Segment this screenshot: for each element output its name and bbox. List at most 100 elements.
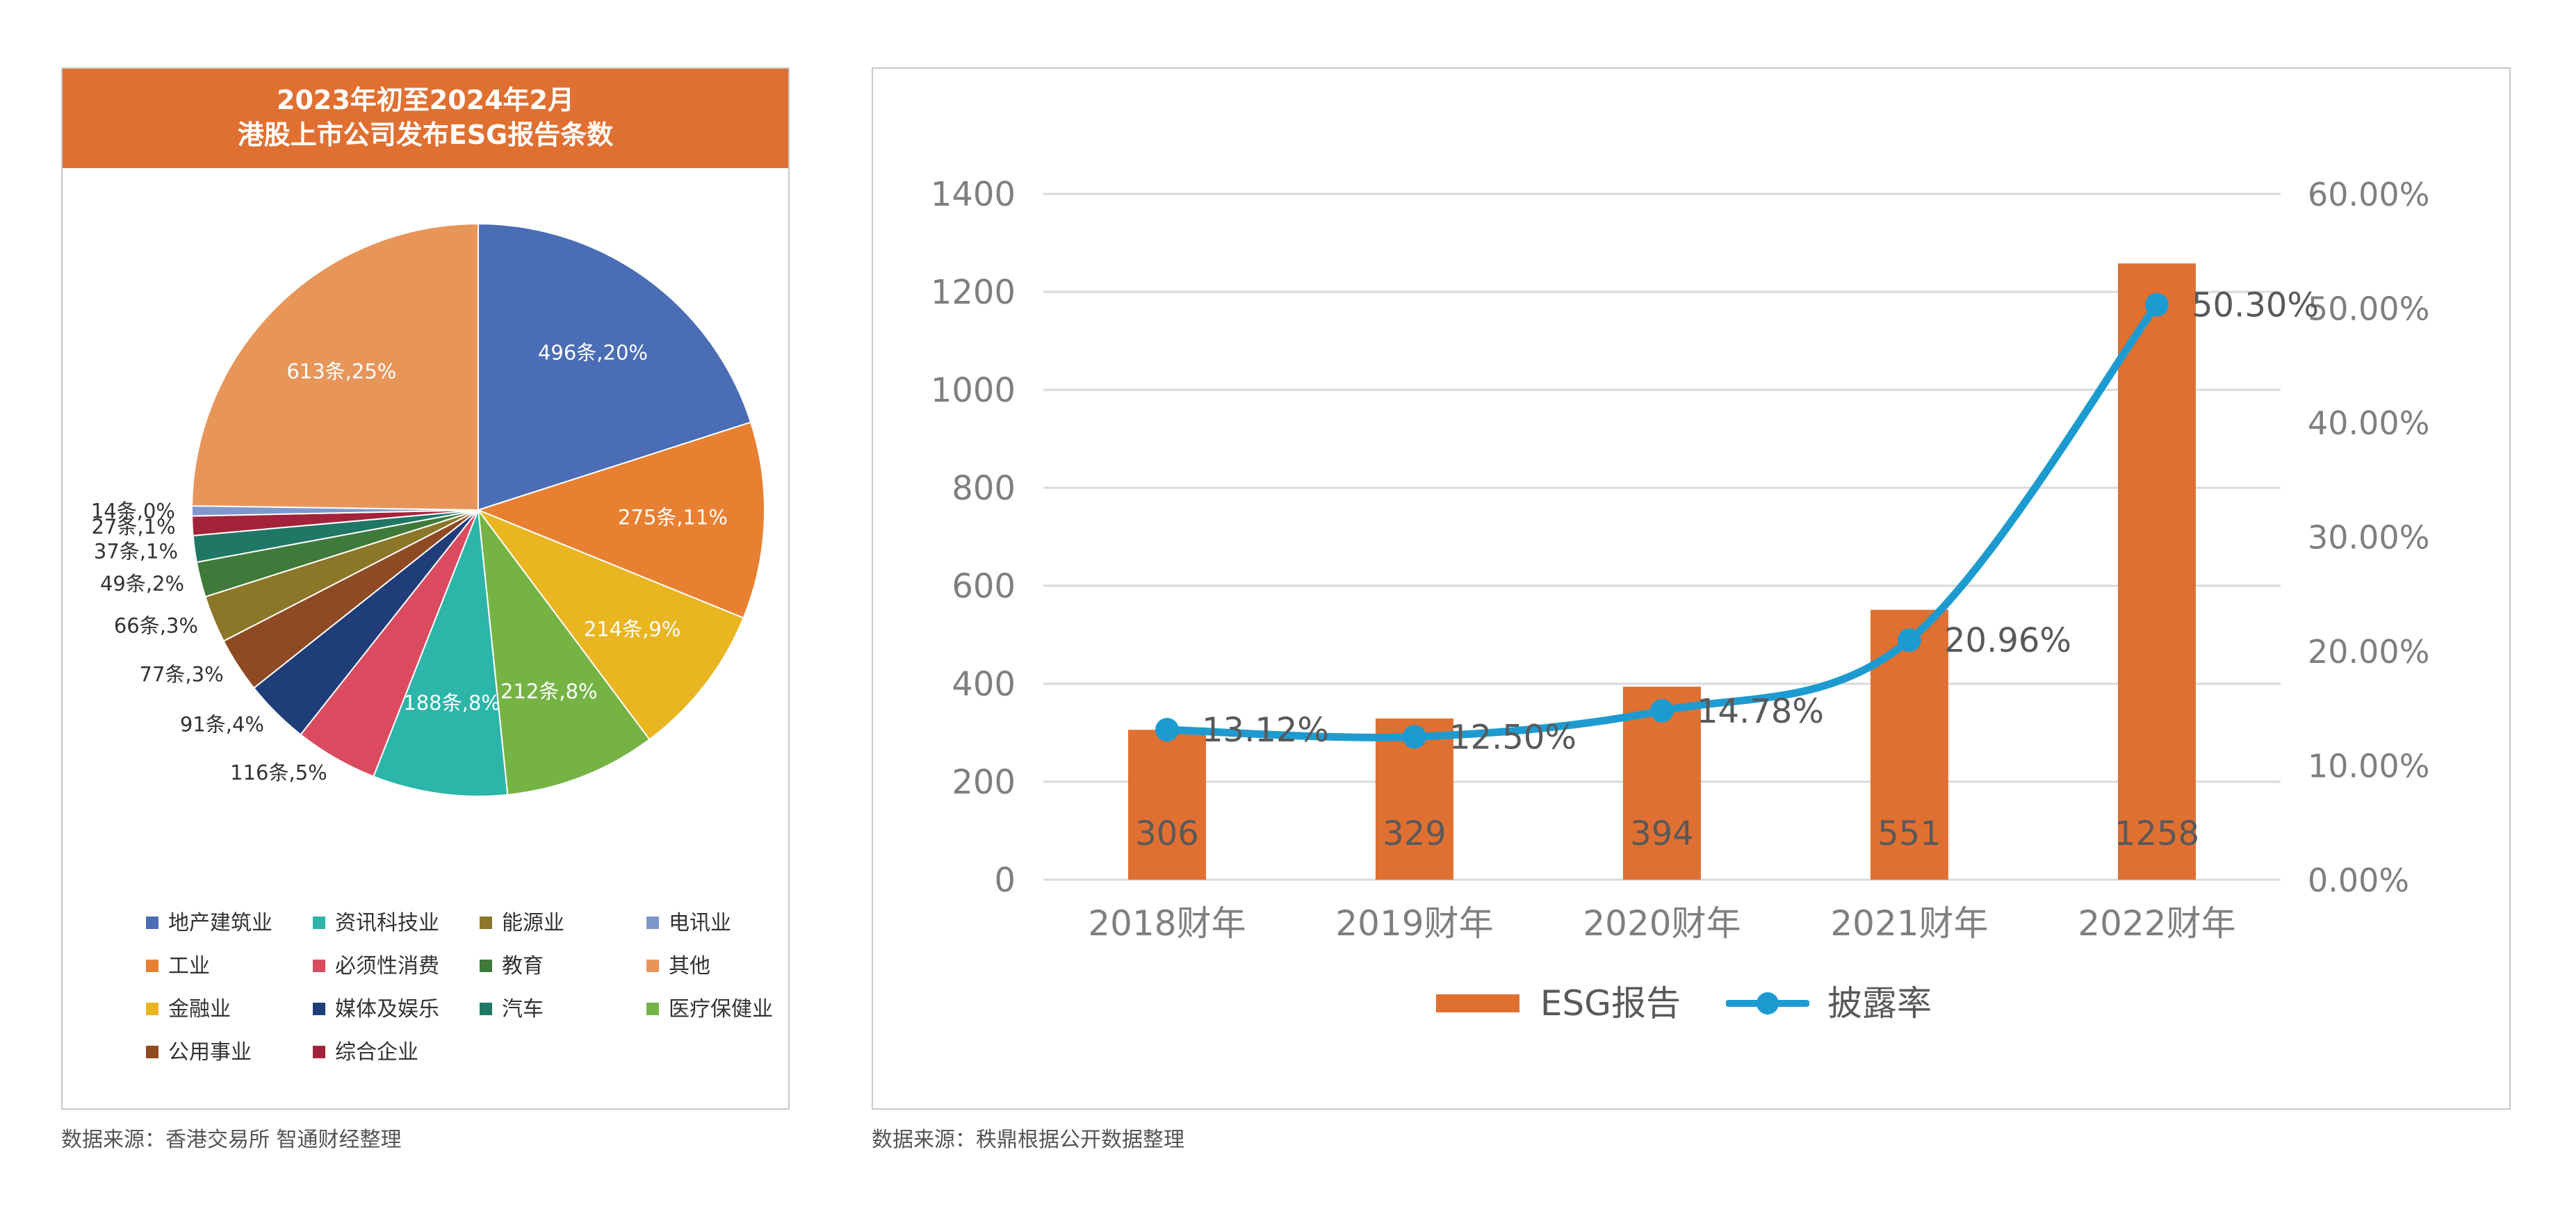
pie-chart-title: 2023年初至2024年2月 港股上市公司发布ESG报告条数	[63, 69, 788, 168]
legend-label: 公用事业	[168, 1040, 252, 1065]
combo-chart: 0 200 400 600 800 1000 1200 1400 0.00% 10.00% 20.0…	[931, 175, 2430, 944]
legend-label: 媒体及娱乐	[335, 997, 439, 1021]
pie-slice-label: 275条,11%	[618, 505, 728, 529]
pie-title-line1: 2023年初至2024年2月	[277, 85, 574, 115]
legend-swatch	[313, 1045, 325, 1058]
pie-chart-panel: 496条,20% 275条,11% 214条,9% 212条,8% 188条,8% 116…	[61, 67, 790, 1110]
legend-item: 公用事业	[146, 1039, 252, 1067]
y-right-tick-label: 60.00%	[2308, 176, 2429, 213]
legend-label: 能源业	[502, 911, 564, 935]
legend-bar-series: ESG报告	[1436, 976, 1681, 1026]
bar-value-label: 329	[1383, 814, 1446, 853]
legend-item: 教育	[480, 953, 544, 980]
legend-swatch	[146, 1045, 158, 1058]
legend-item: 能源业	[480, 910, 564, 937]
pie-slice-label: 14条,0%	[91, 499, 175, 523]
x-tick-label: 2019财年	[1335, 903, 1493, 944]
legend-swatch	[646, 959, 659, 972]
rate-point	[1898, 628, 1921, 652]
rate-value-label: 13.12%	[1202, 711, 1329, 750]
rate-value-label: 14.78%	[1697, 692, 1824, 731]
pie-slice	[476, 508, 744, 741]
legend-label: 资讯科技业	[335, 911, 439, 935]
y-right-tick-label: 20.00%	[2308, 633, 2429, 671]
legend-item: 媒体及娱乐	[313, 996, 439, 1024]
bar-value-label: 551	[1877, 814, 1941, 853]
legend-item: 地产建筑业	[146, 910, 272, 937]
y-left-tick-label: 800	[952, 469, 1016, 508]
legend-bar-label: ESG报告	[1540, 983, 1681, 1024]
y-left-tick-label: 200	[952, 763, 1016, 802]
bar	[2118, 263, 2196, 880]
legend-swatch	[313, 1002, 325, 1015]
legend-item: 电讯业	[646, 910, 731, 937]
legend-label: 地产建筑业	[168, 911, 272, 935]
pie-slice-label: 116条,5%	[230, 761, 327, 784]
legend-swatch	[480, 959, 492, 972]
legend-swatch	[146, 959, 158, 972]
pie-slice-label: 212条,8%	[500, 680, 598, 703]
legend-label: 其他	[669, 954, 710, 978]
pie-slice	[477, 507, 651, 796]
legend-item: 医疗保健业	[646, 996, 773, 1024]
y-left-tick-label: 600	[952, 567, 1016, 606]
pie-slice-label: 49条,2%	[100, 572, 184, 595]
pie-source-note: 数据来源：香港交易所 智通财经整理	[61, 1128, 402, 1152]
pie-slice-label: 66条,3%	[114, 614, 198, 637]
pie-slice-label: 77条,3%	[140, 662, 224, 686]
rate-point	[1155, 718, 1179, 742]
pie-slice-label: 27条,1%	[92, 515, 176, 539]
x-tick-label: 2020财年	[1583, 903, 1741, 944]
legend-swatch	[313, 916, 325, 929]
legend-swatch	[146, 1002, 158, 1015]
pie-slice-label: 37条,1%	[94, 539, 178, 563]
legend-swatch	[480, 1002, 492, 1015]
rate-value-label: 50.30%	[2192, 286, 2319, 325]
y-right-tick-label: 40.00%	[2308, 404, 2429, 442]
bar-value-label: 394	[1630, 814, 1694, 853]
bar-value-label: 306	[1135, 814, 1199, 853]
legend-line-label: 披露率	[1827, 983, 1932, 1024]
pie-chart: 496条,20% 275条,11% 214条,9% 212条,8%188条,8% 116…	[91, 222, 765, 797]
pie-slice-label: 214条,9%	[584, 617, 681, 641]
rate-point	[2145, 293, 2169, 317]
y-right-tick-label: 30.00%	[2308, 519, 2429, 557]
legend-item: 金融业	[146, 996, 231, 1024]
legend-item: 其他	[646, 953, 710, 980]
y-left-tick-label: 1200	[931, 273, 1016, 312]
legend-label: 综合企业	[335, 1040, 418, 1065]
legend-label: 教育	[502, 954, 544, 978]
legend-swatch	[313, 959, 325, 972]
pie-slice	[478, 222, 752, 511]
legend-label: 汽车	[502, 997, 544, 1021]
y-right-tick-label: 10.00%	[2308, 748, 2429, 785]
y-left-tick-label: 0	[994, 861, 1016, 900]
legend-item: 工业	[146, 953, 210, 980]
rate-line	[1163, 301, 2161, 741]
legend-swatch	[646, 916, 659, 929]
legend-swatch	[480, 916, 492, 929]
rate-value-label: 12.50%	[1449, 718, 1576, 757]
legend-line-series: 披露率	[1726, 976, 1932, 1026]
legend-item: 必须性消费	[313, 953, 439, 980]
y-left-tick-label: 1400	[931, 175, 1016, 214]
pie-slice	[373, 509, 509, 797]
pie-slice-label: 91条,4%	[180, 713, 264, 737]
legend-label: 必须性消费	[335, 954, 439, 978]
legend-swatch	[646, 1002, 659, 1015]
pie-slice	[191, 222, 479, 511]
legend-item: 综合企业	[313, 1039, 418, 1067]
y-left-tick-label: 1000	[931, 371, 1016, 410]
pie-legend: 地产建筑业 资讯科技业 能源业 电讯业工业 必须性消费 教育 其他金融业 媒体及娱乐 汽车 医疗保…	[146, 910, 773, 1090]
rate-value-label: 20.96%	[1944, 621, 2071, 660]
legend-item: 资讯科技业	[313, 910, 439, 937]
legend-line-swatch	[1726, 992, 1810, 1014]
pie-slice	[476, 421, 765, 619]
x-tick-label: 2021财年	[1830, 903, 1988, 944]
rate-point	[1650, 698, 1674, 723]
x-tick-label: 2018财年	[1088, 903, 1246, 944]
legend-item: 汽车	[480, 996, 544, 1024]
y-right-tick-label: 0.00%	[2308, 862, 2409, 899]
rate-point	[1403, 725, 1426, 749]
legend-label: 金融业	[168, 997, 231, 1021]
